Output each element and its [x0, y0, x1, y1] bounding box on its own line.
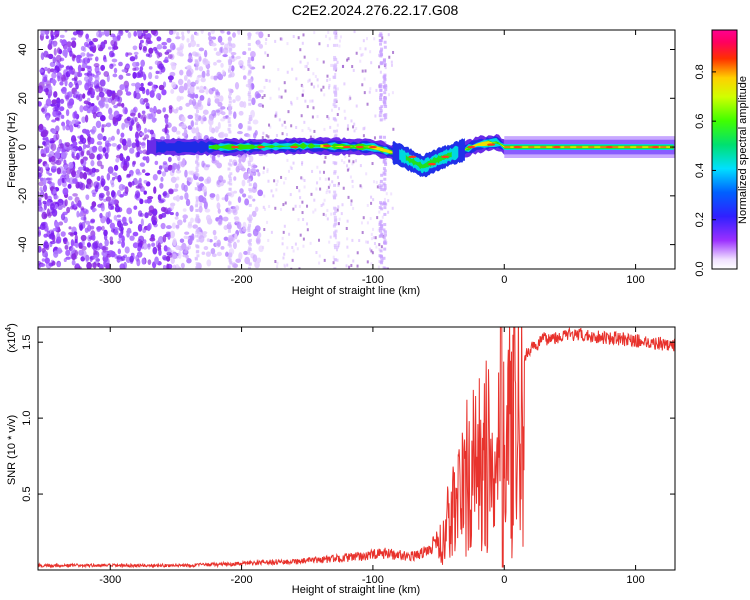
snr-x-tick-label: 100 [626, 574, 644, 586]
spectrogram-peak [342, 145, 351, 149]
snr-x-tick-label: -100 [362, 574, 384, 586]
spectrogram-peak [651, 145, 660, 149]
snr-y-label: SNR (10 * v/v) [6, 415, 18, 485]
spectrogram-x-tick-label: 0 [501, 274, 507, 286]
colorbar-tick-label: 0.6 [694, 114, 706, 129]
spectrogram-peak [441, 155, 450, 159]
snr-x-tick-label: -200 [231, 574, 253, 586]
snr-y-tick-label: 1.5 [21, 335, 33, 350]
spectrogram-x-tick-label: 100 [626, 274, 644, 286]
snr-x-tick-label: -300 [99, 574, 121, 586]
colorbar-gradient [711, 29, 738, 270]
spectrogram-band [147, 134, 675, 178]
spectrogram-peak [322, 144, 331, 148]
spectrogram-peak [355, 145, 364, 149]
spectrogram-x-label: Height of straight line (km) [292, 285, 420, 297]
spectrogram-y-tick-label: 20 [17, 92, 29, 104]
colorbar-tick-label: 0.8 [694, 64, 706, 79]
snr-frame [37, 326, 676, 571]
spectrogram-peak [368, 145, 377, 149]
spectrogram-y-label: Frequency (Hz) [6, 112, 18, 188]
spectrogram-y-tick-label: -40 [17, 237, 29, 253]
spectrogram-peak [290, 145, 299, 149]
spectrogram-x-tick-label: -300 [99, 274, 121, 286]
snr-x-ticks: -300 -200 -100 0 100 [99, 327, 645, 586]
spectrogram-peak [408, 155, 417, 159]
spectrogram-peak [428, 162, 437, 166]
spectrogram-x-tick-label: -200 [231, 274, 253, 286]
colorbar: 0.0 0.2 0.4 0.6 0.8 Normalized spectral ampl… [694, 29, 749, 277]
chart-title: C2E2.2024.276.22.17.G08 [291, 2, 459, 18]
colorbar-tick-label: 0.2 [694, 212, 706, 227]
colorbar-label: Normalized spectral amplitude [737, 76, 749, 224]
spectrogram-peak [257, 145, 266, 149]
snr-y-multiplier: (x104) [4, 323, 18, 353]
snr-series-line [38, 327, 675, 569]
colorbar-ticks: 0.0 0.2 0.4 0.6 0.8 [694, 64, 716, 277]
snr-y-ticks: 0.5 1.0 1.5 [21, 335, 675, 502]
spectrogram-y-tick-label: 0 [17, 144, 29, 150]
colorbar-tick-label: 0.4 [694, 163, 706, 178]
snr-panel: -300 -200 -100 0 100 0.5 1.0 1.5 Height of str… [4, 323, 676, 596]
spectrogram-peak [605, 145, 614, 149]
spectrogram-y-tick-label: 40 [17, 43, 29, 55]
snr-y-tick-label: 1.0 [21, 410, 33, 425]
snr-y-tick-label: 0.5 [21, 486, 33, 501]
spectrogram-x-ticks: -300 -200 -100 0 100 [99, 30, 645, 286]
spectrogram-x-tick-label: -100 [362, 274, 384, 286]
spectrogram-peak [467, 145, 476, 149]
snr-x-label: Height of straight line (km) [292, 584, 420, 596]
spectrogram-noise [38, 30, 395, 269]
spectrogram-y-tick-label: -20 [17, 188, 29, 204]
colorbar-tick-label: 0.0 [694, 261, 706, 276]
spectrogram-peak [231, 145, 240, 149]
snr-x-tick-label: 0 [501, 574, 507, 586]
spectrogram-y-ticks: -40 -20 0 20 40 [17, 43, 675, 253]
spectrogram-frame [37, 29, 676, 270]
spectrogram-peak [487, 143, 496, 146]
